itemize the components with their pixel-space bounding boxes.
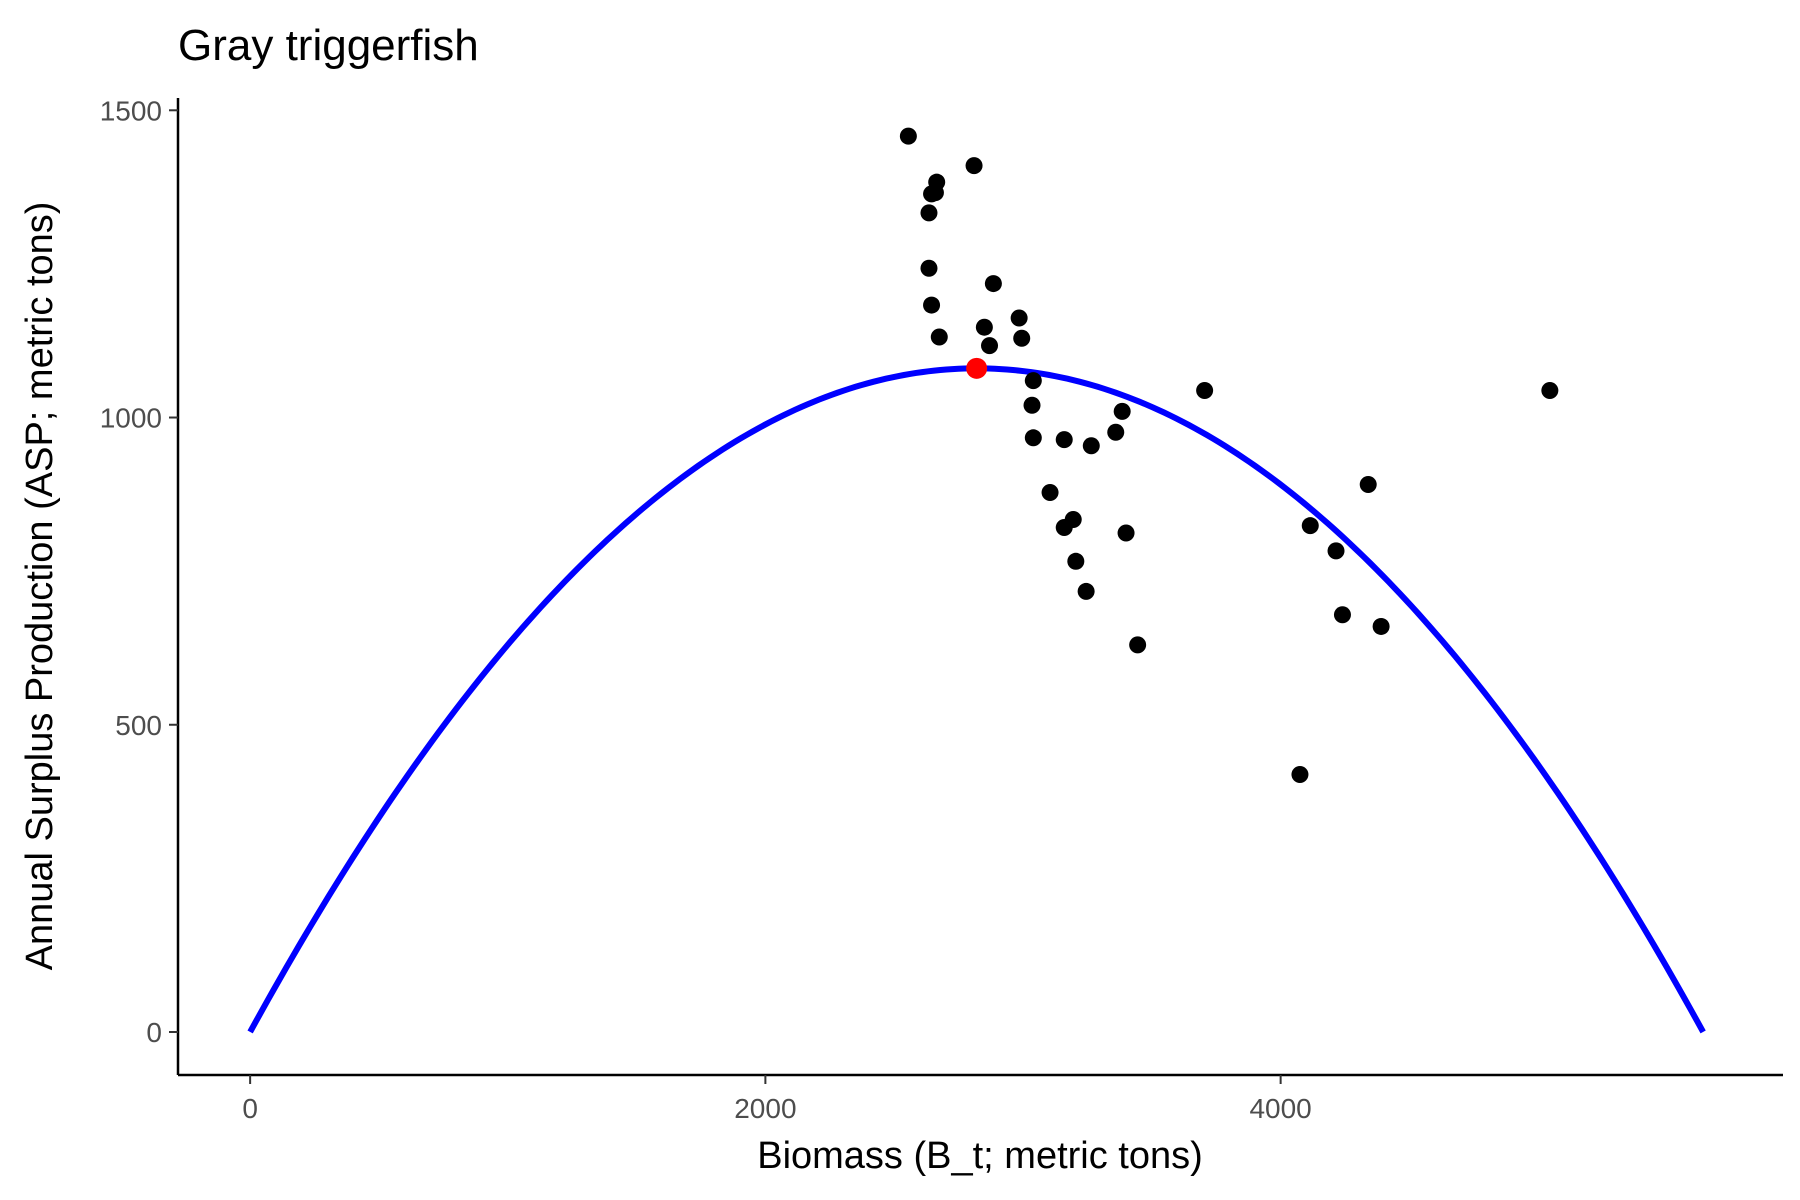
data-point: [920, 259, 938, 277]
fit-curve: [247, 365, 1706, 1034]
y-tick-label: 1000: [100, 403, 162, 434]
data-point: [923, 185, 941, 203]
data-point: [1024, 372, 1042, 390]
data-point: [1107, 423, 1125, 441]
data-point: [1023, 396, 1041, 414]
data-point: [1010, 309, 1028, 327]
data-point: [930, 328, 948, 346]
data-point: [1055, 519, 1073, 537]
x-ticks: 0 2000 4000: [242, 1075, 1312, 1124]
plot-area: [247, 127, 1706, 1034]
data-point: [981, 337, 999, 355]
data-point: [1024, 429, 1042, 447]
data-point: [1196, 381, 1214, 399]
data-point: [965, 157, 983, 175]
data-point: [1113, 402, 1131, 420]
y-ticks: 0 500 1000 1500: [100, 95, 178, 1048]
data-point: [899, 127, 917, 145]
data-point: [1301, 517, 1319, 535]
data-point: [1372, 617, 1390, 635]
y-axis-title: Annual Surplus Production (ASP; metric t…: [19, 202, 61, 971]
data-point: [975, 318, 993, 336]
y-tick-label: 1500: [100, 95, 162, 126]
x-tick-label: 2000: [734, 1093, 796, 1124]
x-axis-title: Biomass (B_t; metric tons): [757, 1135, 1203, 1177]
data-point: [1055, 431, 1073, 449]
data-point: [1082, 437, 1100, 455]
data-point: [920, 204, 938, 222]
data-point: [1129, 636, 1147, 654]
data-point: [1333, 606, 1351, 624]
data-point: [923, 296, 941, 314]
data-point: [1327, 542, 1345, 560]
y-tick-label: 0: [146, 1017, 162, 1048]
data-point: [1541, 381, 1559, 399]
x-tick-label: 0: [242, 1093, 258, 1124]
chart-title: Gray triggerfish: [178, 21, 479, 70]
x-tick-label: 4000: [1249, 1093, 1311, 1124]
data-point: [1359, 476, 1377, 493]
data-point: [1041, 483, 1059, 501]
data-point: [984, 275, 1002, 293]
data-point: [1291, 766, 1309, 784]
data-point: [1013, 329, 1031, 347]
msy-point: [966, 357, 988, 379]
data-point: [1077, 582, 1095, 600]
data-point: [1117, 524, 1135, 542]
y-tick-label: 500: [115, 710, 162, 741]
data-point: [1067, 552, 1085, 570]
